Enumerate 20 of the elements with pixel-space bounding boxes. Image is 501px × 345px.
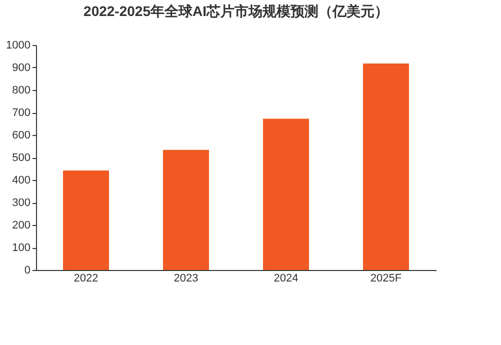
x-tick-label: 2025F xyxy=(370,272,402,284)
y-tick-label: 900 xyxy=(12,62,30,74)
x-tick-label: 2023 xyxy=(174,272,198,284)
y-tick-label: 700 xyxy=(12,107,30,119)
y-tick-label: 800 xyxy=(12,84,30,96)
y-tick-label: 400 xyxy=(12,174,30,186)
y-tick-label: 300 xyxy=(12,197,30,209)
y-tick-label: 500 xyxy=(12,152,30,164)
bar xyxy=(63,170,109,270)
y-tick-label: 200 xyxy=(12,220,30,232)
x-tick-label: 2024 xyxy=(274,272,298,284)
chart-title: 2022-2025年全球AI芯片市场规模预测（亿美元） xyxy=(84,3,388,19)
y-tick-label: 1000 xyxy=(6,40,30,52)
x-tick-label: 2022 xyxy=(74,272,98,284)
y-tick-label: 100 xyxy=(12,242,30,254)
bar xyxy=(363,63,409,270)
bar xyxy=(163,150,209,270)
y-tick-label: 600 xyxy=(12,130,30,142)
bar xyxy=(263,118,309,270)
y-tick-label: 0 xyxy=(24,264,30,276)
